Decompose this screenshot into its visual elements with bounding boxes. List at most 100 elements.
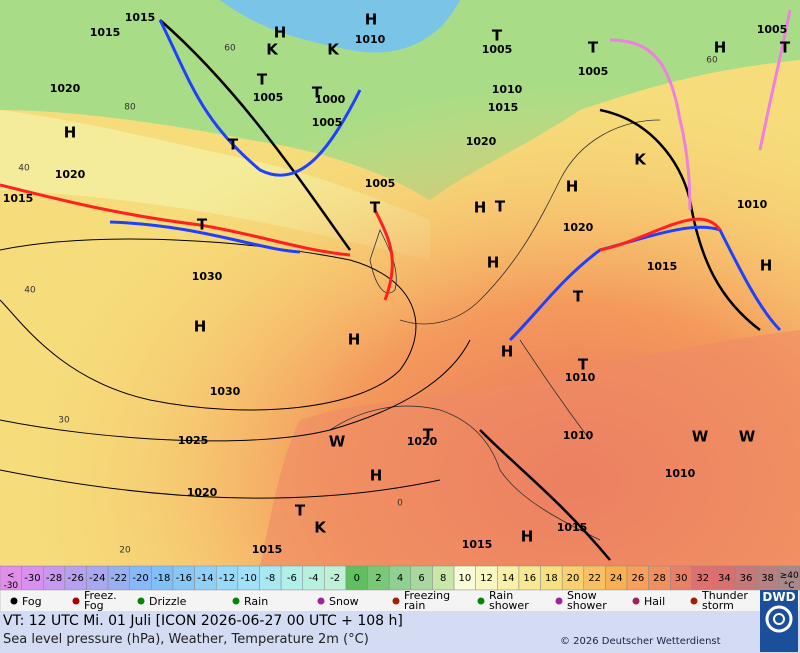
scale-label: 36 xyxy=(740,573,753,584)
scale-label: -30 xyxy=(24,573,40,584)
dwd-logo: DWD xyxy=(760,590,798,652)
legend-label: Rain xyxy=(244,595,268,608)
pressure-label: 1010 xyxy=(563,429,594,442)
scale-label: 22 xyxy=(588,573,601,584)
pressure-label: 1005 xyxy=(253,91,284,104)
legend-label: Snow shower xyxy=(567,589,607,612)
scale-label: 24 xyxy=(610,573,623,584)
temperature-contour-label: 60 xyxy=(224,44,236,54)
legend-icon xyxy=(477,597,485,605)
scale-label: -28 xyxy=(46,573,62,584)
scale-label: 4 xyxy=(397,573,403,584)
scale-label: -20 xyxy=(132,573,148,584)
pressure-system: T xyxy=(578,356,589,374)
isobars xyxy=(0,19,761,561)
scale-label: -6 xyxy=(287,573,297,584)
scale-label: 10 xyxy=(458,573,471,584)
pressure-label: 1020 xyxy=(50,82,81,95)
temperature-contour-label: 40 xyxy=(24,286,36,296)
pressure-system: H xyxy=(348,331,361,349)
legend-icon xyxy=(317,597,325,605)
pressure-system: H xyxy=(501,343,514,361)
legend-label: Freez. Fog xyxy=(84,589,117,612)
pressure-system: H xyxy=(487,254,500,272)
scale-label: < -30 xyxy=(3,571,18,591)
pressure-system: T xyxy=(197,216,208,234)
scale-label: 30 xyxy=(675,573,688,584)
legend-icon xyxy=(10,597,18,605)
legend-icon xyxy=(632,597,640,605)
description: Sea level pressure (hPa), Weather, Tempe… xyxy=(3,632,369,647)
hot-area xyxy=(260,330,800,566)
pressure-system: W xyxy=(692,428,709,446)
temperature-contour-label: 20 xyxy=(119,546,131,556)
pressure-label: 1005 xyxy=(757,23,788,36)
scale-label: -26 xyxy=(68,573,84,584)
pressure-label: 1015 xyxy=(252,543,283,556)
pressure-label: 1015 xyxy=(488,101,519,114)
pressure-label: 1005 xyxy=(482,43,513,56)
pressure-label: 1020 xyxy=(407,435,438,448)
scale-label: -14 xyxy=(197,573,213,584)
pressure-system: W xyxy=(329,433,346,451)
pressure-system: T xyxy=(573,288,584,306)
pressure-label: 1020 xyxy=(55,168,86,181)
temperature-contour-label: 30 xyxy=(58,416,70,426)
pressure-system: W xyxy=(739,428,756,446)
pressure-system: T xyxy=(423,426,434,444)
scale-label: -22 xyxy=(111,573,127,584)
legend-label: Drizzle xyxy=(149,595,187,608)
pressure-system: T xyxy=(228,136,239,154)
pressure-label: 1015 xyxy=(462,538,493,551)
pressure-label: 1020 xyxy=(466,135,497,148)
legend-icon xyxy=(392,597,400,605)
legend-icon xyxy=(690,597,698,605)
scale-label: ≥40 °C xyxy=(780,571,799,591)
scale-label: -10 xyxy=(240,573,256,584)
pressure-label: 1005 xyxy=(578,65,609,78)
legend-label: Thunder storm xyxy=(701,589,748,612)
logo-swirl xyxy=(765,605,793,633)
pressure-system: K xyxy=(634,151,647,169)
pressure-label: 1005 xyxy=(365,177,396,190)
logo-text: DWD xyxy=(762,590,796,604)
pressure-system: H xyxy=(370,467,383,485)
scale-label: -18 xyxy=(154,573,170,584)
pressure-label: 1025 xyxy=(178,434,209,447)
scale-label: 32 xyxy=(696,573,709,584)
scale-label: 12 xyxy=(480,573,493,584)
scale-label: 2 xyxy=(375,573,381,584)
pressure-system: H xyxy=(474,199,487,217)
legend-icon xyxy=(72,597,80,605)
temperature-contour-label: 0 xyxy=(397,499,403,509)
pressure-label: 1015 xyxy=(90,26,121,39)
temperature-contour-label: 60 xyxy=(706,56,718,66)
valid-time: VT: 12 UTC Mi. 01 Juli [ICON 2026-06-27 … xyxy=(3,613,403,629)
copyright: © 2026 Deutscher Wetterdienst xyxy=(560,636,721,647)
pressure-label: 1030 xyxy=(210,385,241,398)
legend-label: Snow xyxy=(329,595,359,608)
scale-label: -24 xyxy=(89,573,105,584)
fronts xyxy=(0,9,792,342)
scale-label: 0 xyxy=(354,573,360,584)
scale-label: 38 xyxy=(761,573,774,584)
pressure-system: T xyxy=(312,84,323,102)
scale-label: 28 xyxy=(653,573,666,584)
pressure-label: 1020 xyxy=(187,486,218,499)
pressure-label: 1020 xyxy=(563,221,594,234)
scale-label: 20 xyxy=(567,573,580,584)
pressure-system: H xyxy=(64,124,77,142)
pressure-system: T xyxy=(492,27,503,45)
pressure-label: 1005 xyxy=(312,116,343,129)
legend-icon xyxy=(555,597,563,605)
pressure-label: 1015 xyxy=(647,260,678,273)
temperature-contour-label: 80 xyxy=(124,103,136,113)
pressure-system: H xyxy=(194,318,207,336)
pressure-system: T xyxy=(588,39,599,57)
pressure-system: H xyxy=(521,528,534,546)
legend-icon xyxy=(232,597,240,605)
pressure-system: K xyxy=(314,519,327,537)
scale-label: 14 xyxy=(502,573,515,584)
scale-label: -16 xyxy=(176,573,192,584)
scale-label: 8 xyxy=(440,573,446,584)
